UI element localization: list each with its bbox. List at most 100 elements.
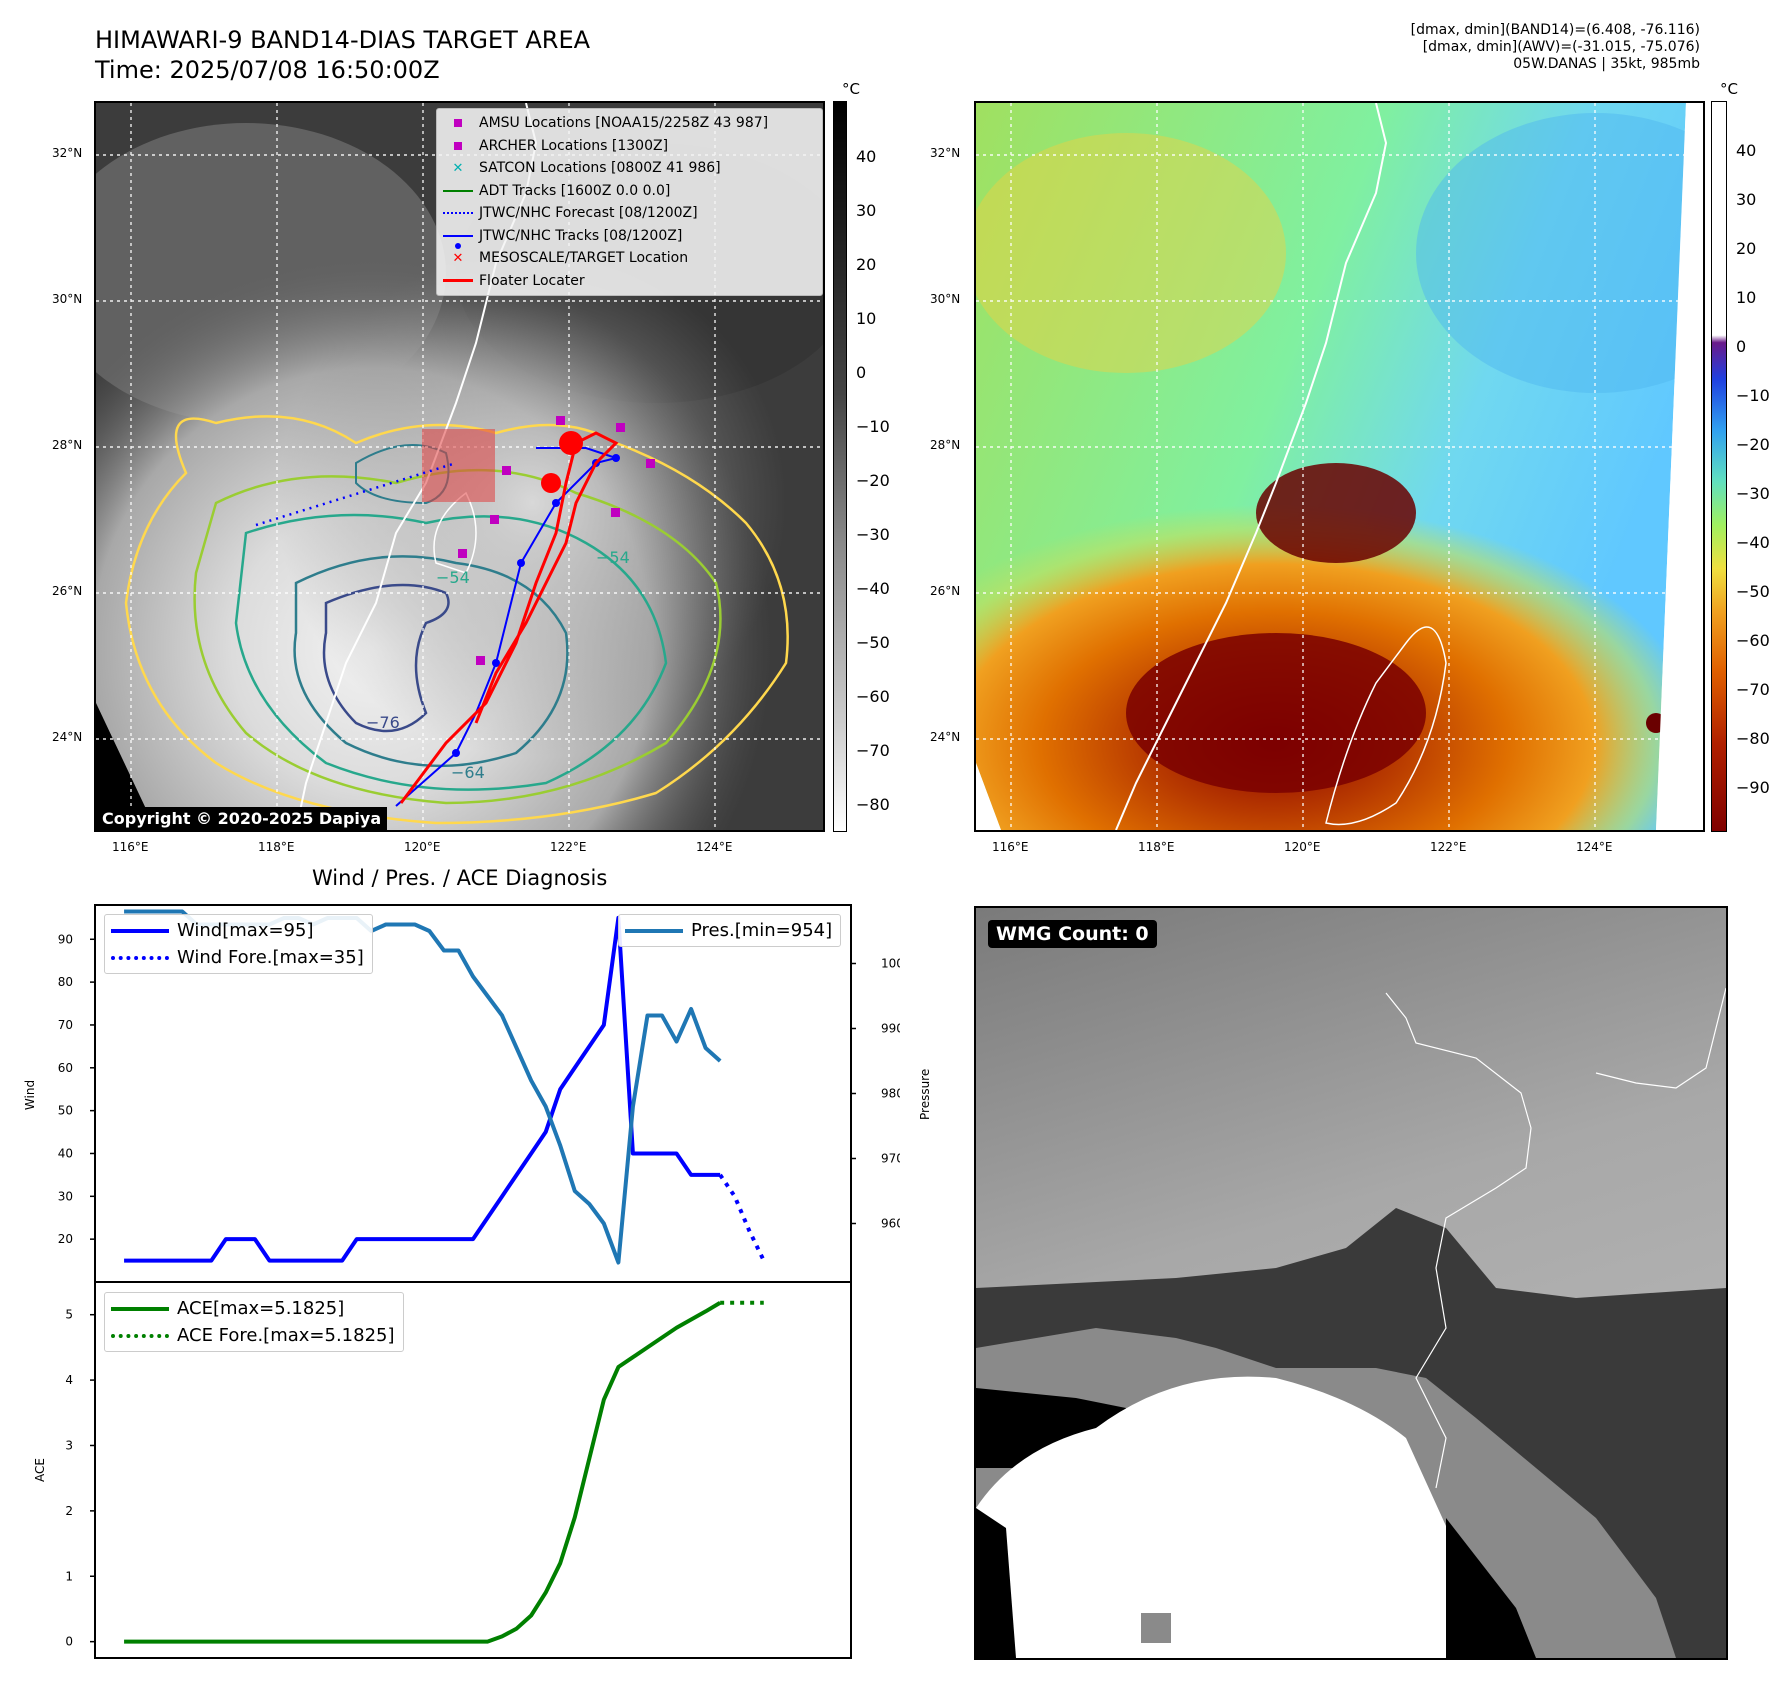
legend-item-floater: Floater Locater	[437, 270, 822, 293]
y-tick-label: 3	[65, 1438, 73, 1452]
lat-label: 32°N	[930, 146, 961, 160]
x-marker-icon: ✕	[452, 250, 464, 266]
lon-label: 124°E	[1576, 840, 1613, 854]
colorbar-tick: 40	[1736, 141, 1757, 160]
band14-range: [dmax, dmin](BAND14)=(6.408, -76.116)	[1410, 22, 1700, 38]
lat-label: 28°N	[52, 438, 83, 452]
dotted-line-icon	[437, 212, 479, 215]
colorbar-tick: 20	[856, 255, 877, 274]
colorbar-tick: −10	[1736, 386, 1770, 405]
square-marker-icon	[437, 141, 479, 150]
y2-tick-label: 990	[881, 1022, 900, 1036]
pressure-axis-label-text: Pressure	[918, 1068, 932, 1120]
wmg-count-badge: WMG Count: 0	[988, 920, 1157, 948]
solid-line-icon	[625, 928, 683, 933]
lon-label: 122°E	[550, 840, 587, 854]
legend-item-adt: ADT Tracks [1600Z 0.0 0.0]	[437, 180, 822, 203]
lat-label: 26°N	[930, 584, 961, 598]
ace-legend: ACE[max=5.1825] ACE Fore.[max=5.1825]	[104, 1292, 404, 1352]
colorbar-tick: −60	[1736, 631, 1770, 650]
legend-item-archer: ARCHER Locations [1300Z]	[437, 135, 822, 158]
y-tick-label: 50	[58, 1104, 73, 1118]
y-tick-label: 40	[58, 1146, 73, 1160]
y-tick-label: 1	[65, 1569, 73, 1583]
colorbar-grayscale	[833, 101, 847, 832]
copyright-badge: Copyright © 2020-2025 Dapiya	[96, 807, 388, 830]
lat-label: 32°N	[52, 146, 83, 160]
colorbar-tick: −10	[856, 417, 890, 436]
colorbar-tick: −80	[1736, 729, 1770, 748]
y-tick-label: 4	[65, 1373, 73, 1387]
colorbar-tick: −70	[1736, 680, 1770, 699]
colorbar-tick: −40	[1736, 533, 1770, 552]
y-tick-label: 20	[58, 1232, 73, 1246]
y-tick-label: 5	[65, 1308, 73, 1322]
legend-item-pressure: Pres.[min=954]	[619, 917, 832, 944]
colorbar-tick: −60	[856, 687, 890, 706]
lon-label: 124°E	[696, 840, 733, 854]
info-block: [dmax, dmin](BAND14)=(6.408, -76.116) [d…	[1100, 22, 1700, 73]
y-tick-label: 90	[58, 932, 73, 946]
wind-axis-label: Wind	[23, 1080, 37, 1110]
legend-item-ace: ACE[max=5.1825]	[105, 1295, 395, 1322]
colorbar-tick: −70	[856, 741, 890, 760]
colorbar-unit: °C	[842, 80, 860, 98]
solid-line-icon	[111, 1306, 169, 1311]
colorbar-awv	[1711, 101, 1727, 832]
ir-map-panel: −54 −54 −76 −64 Copyright © 2020-2025 Da…	[94, 101, 825, 832]
legend-item-target: ✕ MESOSCALE/TARGET Location	[437, 247, 822, 270]
wmg-panel: WMG Count: 0	[974, 906, 1728, 1660]
plot-frame	[94, 1281, 852, 1659]
colorbar-tick: 0	[856, 363, 867, 382]
lon-label: 120°E	[404, 840, 441, 854]
legend-item-ace-forecast: ACE Fore.[max=5.1825]	[105, 1322, 395, 1349]
colorbar-tick: 20	[1736, 239, 1757, 258]
y2-tick-label: 980	[881, 1087, 900, 1101]
y2-tick-label: 960	[881, 1217, 900, 1231]
ace-axis-label: ACE	[33, 1458, 47, 1482]
series-line	[124, 1301, 722, 1644]
lat-label: 24°N	[52, 730, 83, 744]
y-tick-label: 70	[58, 1018, 73, 1032]
lon-label: 116°E	[992, 840, 1029, 854]
lat-label: 28°N	[930, 438, 961, 452]
storm-summary: 05W.DANAS | 35kt, 985mb	[1513, 56, 1700, 72]
pressure-legend: Pres.[min=954]	[618, 914, 842, 947]
colorbar-tick: −30	[1736, 484, 1770, 503]
line-marker-icon	[437, 279, 479, 283]
legend-item-jtwc-tracks: JTWC/NHC Tracks [08/1200Z]	[437, 225, 822, 249]
lon-label: 118°E	[1138, 840, 1175, 854]
wind-legend: Wind[max=95] Wind Fore.[max=35]	[104, 914, 373, 974]
y-tick-label: 60	[58, 1061, 73, 1075]
colorbar-tick: 10	[1736, 288, 1757, 307]
contour-label: −54	[596, 548, 630, 567]
legend-item-forecast: JTWC/NHC Forecast [08/1200Z]	[437, 202, 822, 225]
contour-label: −64	[451, 763, 485, 782]
line-dot-marker-icon	[437, 234, 479, 249]
colorbar-tick: −20	[856, 471, 890, 490]
lat-label: 24°N	[930, 730, 961, 744]
lon-label: 122°E	[1430, 840, 1467, 854]
colorbar-tick: 40	[856, 147, 877, 166]
awv-range: [dmax, dmin](AWV)=(-31.015, -75.076)	[1422, 39, 1700, 55]
awv-map-image	[976, 103, 1703, 830]
lat-label: 26°N	[52, 584, 83, 598]
y2-tick-label: 1000	[881, 957, 900, 971]
ace-plot: 0 1 2 3 4 5	[65, 1281, 852, 1659]
colorbar-tick: −30	[856, 525, 890, 544]
legend-item-amsu: AMSU Locations [NOAA15/2258Z 43 987]	[437, 112, 822, 135]
colorbar-tick: −50	[856, 633, 890, 652]
lon-label: 118°E	[258, 840, 295, 854]
colorbar-tick: 30	[856, 201, 877, 220]
line-marker-icon	[437, 189, 479, 192]
dotted-line-icon	[111, 955, 169, 960]
x-marker-icon: ✕	[452, 160, 464, 176]
colorbar-tick: −40	[856, 579, 890, 598]
lon-label: 116°E	[112, 840, 149, 854]
colorbar-tick: 0	[1736, 337, 1747, 356]
colorbar-tick: −80	[856, 795, 890, 814]
lat-label: 30°N	[930, 292, 961, 306]
y-tick-label: 2	[65, 1504, 73, 1518]
series-line	[718, 1173, 766, 1262]
solid-line-icon	[111, 928, 169, 933]
